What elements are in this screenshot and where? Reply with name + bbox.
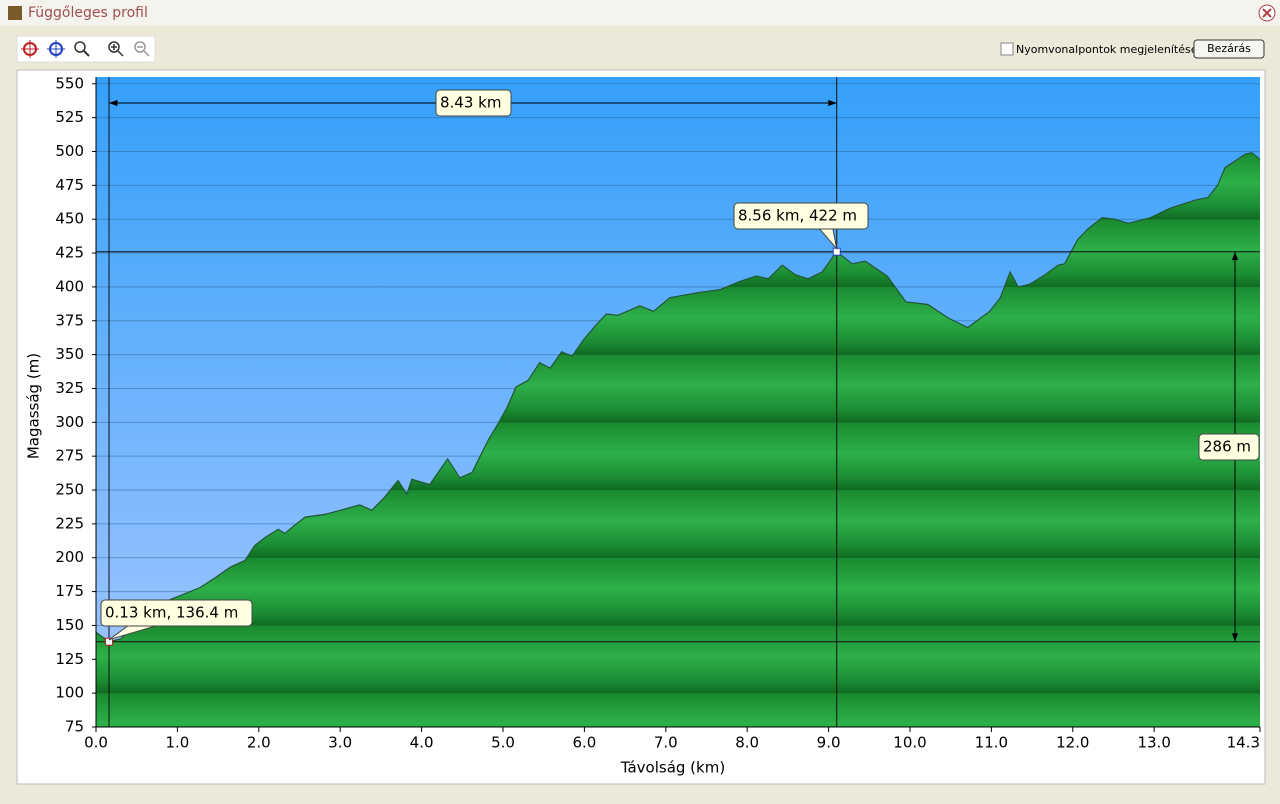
- tool-icons[interactable]: [21, 40, 150, 58]
- x-tick-label: 2.0: [247, 734, 271, 752]
- y-tick-label: 125: [55, 650, 84, 668]
- callout-label: 8.56 km, 422 m: [738, 207, 857, 225]
- y-tick-label: 175: [55, 582, 84, 600]
- y-tick-label: 75: [65, 718, 84, 736]
- y-axis-label: Magasság (m): [25, 353, 43, 459]
- height-arrow-head: [1231, 251, 1239, 261]
- callout-label: 286 m: [1203, 438, 1251, 456]
- x-tick-label: 0.0: [84, 734, 108, 752]
- cursor-point: [105, 637, 114, 646]
- callout: [733, 202, 869, 230]
- checkbox[interactable]: [1000, 42, 1014, 56]
- y-tick-label: 250: [55, 481, 84, 499]
- x-tick-label: 9.0: [817, 734, 841, 752]
- y-tick-label: 150: [55, 616, 84, 634]
- x-tick-label: 8.0: [735, 734, 759, 752]
- x-tick-label: 10.0: [893, 734, 926, 752]
- x-tick-label: 13.0: [1137, 734, 1170, 752]
- window-title: Függőleges profil: [28, 5, 148, 21]
- title-bar: [0, 0, 1280, 26]
- y-tick-label: 475: [55, 176, 84, 194]
- callout: [435, 89, 512, 117]
- x-tick-label: 14.3: [1227, 734, 1260, 752]
- button-label: Bezárás: [1207, 42, 1251, 55]
- x-tick-label: 11.0: [975, 734, 1008, 752]
- y-tick-label: 225: [55, 514, 84, 532]
- x-tick-label: 3.0: [328, 734, 352, 752]
- callout: [100, 599, 253, 627]
- height-arrow-head: [1231, 633, 1239, 642]
- close-icon: [1262, 8, 1272, 18]
- y-tick-label: 525: [55, 108, 84, 126]
- callout: [1198, 433, 1260, 461]
- x-tick-label: 12.0: [1056, 734, 1089, 752]
- y-tick-label: 450: [55, 210, 84, 228]
- x-tick-label: 1.0: [165, 734, 189, 752]
- y-tick-label: 550: [55, 74, 84, 92]
- y-tick-label: 100: [55, 684, 84, 702]
- y-tick-label: 200: [55, 548, 84, 566]
- app-icon: [8, 6, 22, 20]
- x-tick-label: 7.0: [654, 734, 678, 752]
- y-tick-label: 300: [55, 413, 84, 431]
- x-axis-label: Távolság (km): [620, 759, 725, 777]
- y-tick-label: 375: [55, 311, 84, 329]
- elevation-area: [96, 152, 1260, 728]
- y-tick-label: 500: [55, 142, 84, 160]
- y-tick-label: 275: [55, 447, 84, 465]
- distance-arrow-head: [828, 99, 837, 107]
- y-tick-label: 400: [55, 277, 84, 295]
- checkbox-label: Nyomvonalpontok megjelenítése: [1016, 43, 1198, 56]
- close-dialog-button[interactable]: [1193, 39, 1265, 59]
- callout-label: 0.13 km, 136.4 m: [105, 604, 238, 622]
- x-tick-label: 4.0: [410, 734, 434, 752]
- y-tick-label: 325: [55, 379, 84, 397]
- callout-label: 8.43 km: [440, 94, 501, 112]
- toolbar-tools: [16, 35, 156, 63]
- plot: 75 100 125 150 175 200 225 250 275 300 325 350 375 40…: [55, 74, 1261, 752]
- annotations: 8.43 km 8.56 km, 422 m 0.13 km, 136.4 m 286…: [96, 77, 1260, 727]
- x-tick-label: 6.0: [572, 734, 596, 752]
- distance-arrow-head: [109, 99, 118, 107]
- y-tick-label: 425: [55, 244, 84, 262]
- x-tick-label: 5.0: [491, 734, 515, 752]
- y-tick-label: 350: [55, 345, 84, 363]
